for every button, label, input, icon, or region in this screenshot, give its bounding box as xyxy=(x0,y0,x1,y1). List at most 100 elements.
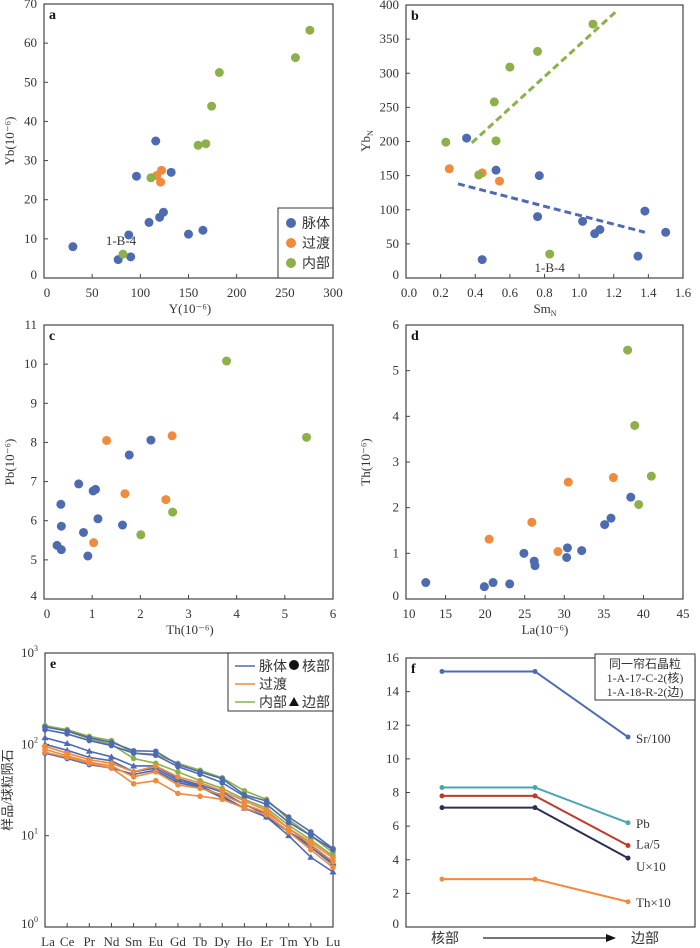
x-tick-label: 50 xyxy=(86,285,99,300)
data-point xyxy=(175,782,181,788)
y-axis-label: Yb(10⁻⁶) xyxy=(2,117,17,166)
y-tick-label: 400 xyxy=(380,0,400,12)
data-point xyxy=(439,668,445,674)
y-tick-label: 10 xyxy=(24,231,37,246)
series-line xyxy=(44,751,334,868)
series-label: Th×10 xyxy=(636,895,671,910)
data-point xyxy=(86,737,93,744)
tick-base: 10 xyxy=(21,645,34,660)
y-tick-label: 0 xyxy=(393,267,400,282)
data-point xyxy=(130,769,137,775)
y-tick-label: 100 xyxy=(21,915,38,931)
x-tick-label: 1.2 xyxy=(606,285,622,300)
data-point xyxy=(308,841,314,848)
tick-exponent: 3 xyxy=(34,644,38,653)
label-main: Sm xyxy=(533,301,550,316)
data-point xyxy=(198,225,208,235)
data-point xyxy=(474,170,484,180)
y-tick-label: 70 xyxy=(24,0,37,11)
x-tick-label: Dy xyxy=(214,934,230,948)
data-point xyxy=(130,755,137,762)
data-point xyxy=(197,785,203,792)
x-tick-label: 0.2 xyxy=(433,285,449,300)
x-tick-label: 300 xyxy=(323,285,343,300)
x-tick-label: Er xyxy=(260,934,273,948)
series-line xyxy=(44,724,334,854)
x-tick-label: 200 xyxy=(227,285,247,300)
data-point xyxy=(219,796,226,803)
x-axis-label: Y(10⁻⁶) xyxy=(169,301,211,316)
series-line xyxy=(44,725,334,857)
data-point xyxy=(207,101,217,111)
data-point xyxy=(130,750,137,756)
data-point xyxy=(562,543,572,553)
data-point xyxy=(241,793,248,800)
data-point xyxy=(222,356,232,366)
data-point xyxy=(491,136,501,146)
x-tick-label: 20 xyxy=(479,606,492,621)
data-point xyxy=(263,801,270,808)
data-point xyxy=(219,787,226,794)
data-point xyxy=(83,551,93,561)
data-point xyxy=(534,171,544,181)
data-point xyxy=(166,167,176,177)
panel-a: a 0 10 20 30 40 50 60 70 0 50 100 150 200 250 300 Y(10⁻⁶… xyxy=(2,0,343,316)
y-tick-label: 250 xyxy=(380,99,400,114)
data-point xyxy=(42,726,48,733)
x-tick-label: 45 xyxy=(677,606,690,621)
data-point xyxy=(175,774,181,780)
y-tick-label: 5 xyxy=(31,552,38,567)
x-tick-label: La xyxy=(41,934,55,948)
y-tick-label: 1 xyxy=(393,545,400,560)
y-tick-label: 60 xyxy=(24,35,37,50)
data-point xyxy=(91,484,101,494)
x-axis-label: La(10⁻⁶) xyxy=(522,622,569,637)
y-tick-label: 16 xyxy=(386,650,400,665)
data-point xyxy=(330,864,336,871)
data-point xyxy=(623,345,633,355)
data-point xyxy=(219,779,226,786)
x-tick-label: 0.4 xyxy=(467,285,484,300)
y-tick-label: 0 xyxy=(31,267,38,282)
legend-text: 1-A-18-R-2(边) xyxy=(607,685,684,699)
data-point xyxy=(152,752,159,759)
data-point xyxy=(588,19,598,29)
data-point xyxy=(175,763,181,770)
x-tick-label: Tb xyxy=(193,934,207,948)
panel-label: f xyxy=(411,662,416,677)
data-point xyxy=(484,534,494,544)
legend-label: 脉体 xyxy=(259,659,287,675)
tick-base: 10 xyxy=(21,916,34,931)
data-point xyxy=(532,784,538,790)
data-point xyxy=(421,578,431,588)
data-point xyxy=(477,255,487,265)
label-subscript: N xyxy=(366,130,375,136)
y-tick-label: 10 xyxy=(386,751,399,766)
y-tick-label: 5 xyxy=(393,363,400,378)
data-point xyxy=(479,582,489,592)
data-point xyxy=(197,779,203,786)
data-point xyxy=(175,769,181,775)
data-point xyxy=(124,450,134,460)
data-point xyxy=(131,171,141,181)
x-end-label: 边部 xyxy=(631,931,659,947)
data-point xyxy=(152,763,159,769)
x-tick-label: 1.0 xyxy=(571,285,587,300)
series-line xyxy=(44,743,334,873)
y-axis-label: YbN xyxy=(358,130,375,152)
x-tick-label: 0 xyxy=(44,606,51,621)
data-point xyxy=(308,832,314,839)
data-point xyxy=(56,521,66,531)
x-tick-label: Ho xyxy=(236,934,252,948)
data-point xyxy=(56,499,66,509)
data-point xyxy=(462,133,472,143)
y-tick-label: 30 xyxy=(24,153,37,168)
y-tick-label: 4 xyxy=(31,588,38,603)
x-tick-label: 150 xyxy=(179,285,199,300)
data-point xyxy=(151,136,161,146)
data-point xyxy=(64,731,70,737)
series-label: La/5 xyxy=(636,836,660,851)
circle-marker-icon xyxy=(289,660,299,670)
data-point xyxy=(161,495,171,505)
